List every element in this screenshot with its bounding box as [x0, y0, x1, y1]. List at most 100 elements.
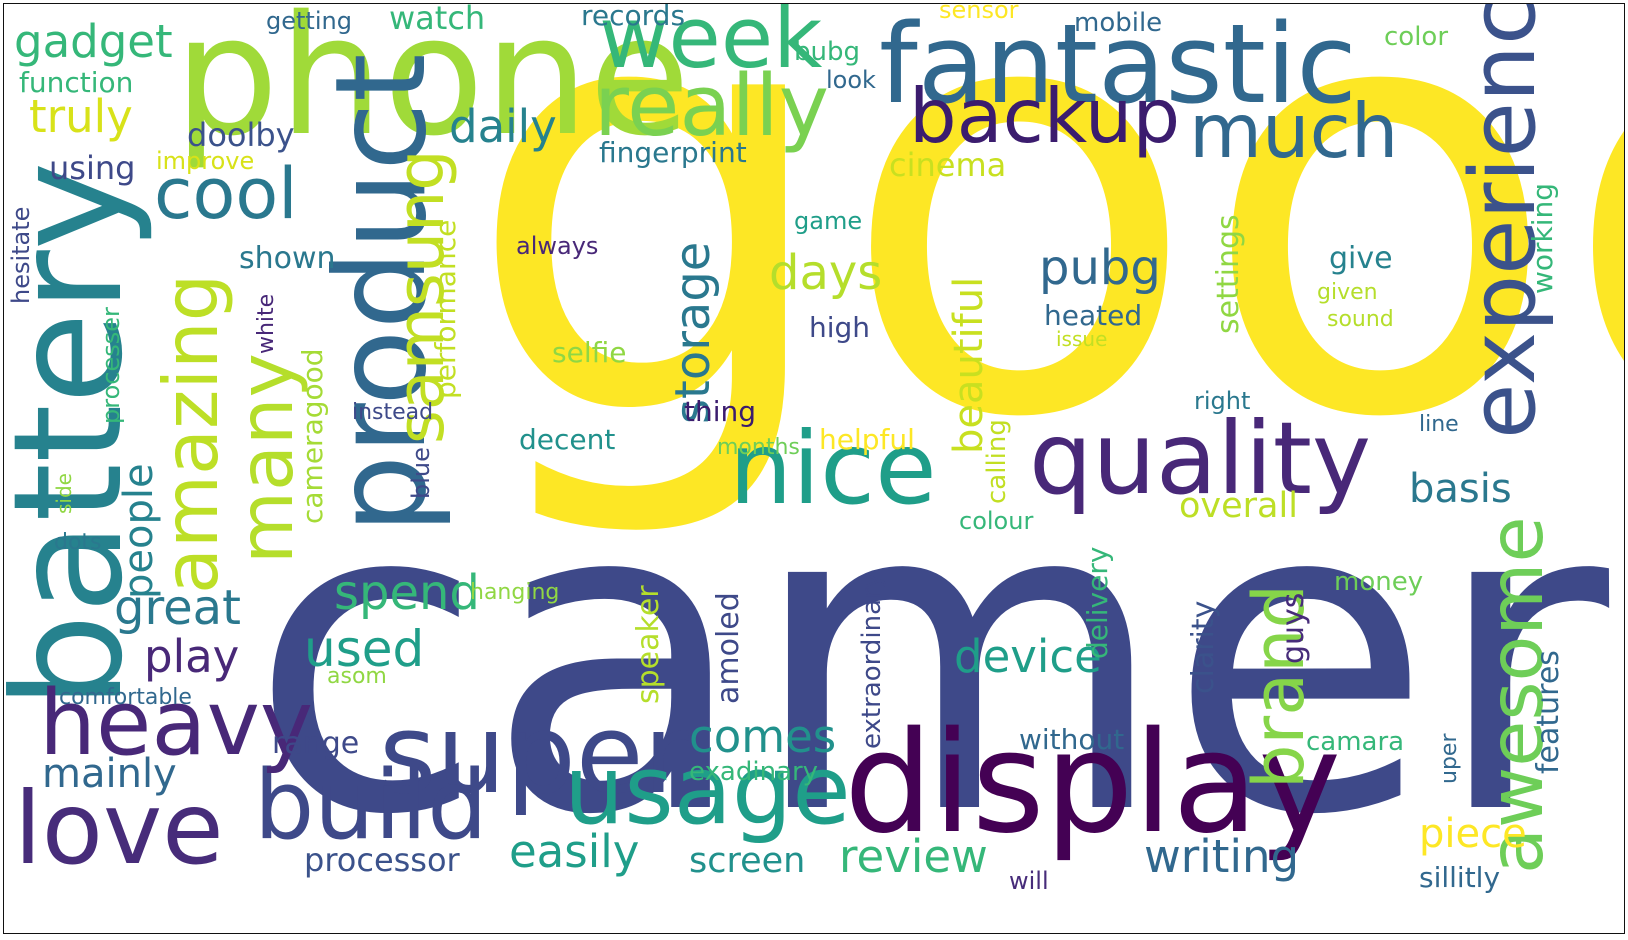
word: working: [1526, 182, 1559, 294]
word: given: [1317, 280, 1378, 305]
word: many: [222, 353, 310, 564]
word: amazing: [147, 273, 235, 594]
word: instead: [352, 400, 434, 425]
word: used: [304, 620, 425, 678]
word: range: [272, 726, 360, 761]
word: color: [1384, 22, 1449, 52]
word: right: [1194, 387, 1251, 415]
word: thing: [684, 395, 757, 428]
word: love: [14, 770, 224, 887]
word: exadinary: [689, 757, 819, 787]
word: colour: [959, 507, 1034, 535]
word: truly: [29, 90, 133, 143]
word: issue: [1056, 327, 1108, 351]
word: spend: [334, 565, 480, 621]
word: always: [516, 232, 599, 260]
word: game: [794, 207, 863, 235]
word: display: [844, 702, 1342, 865]
word: amoled: [711, 592, 746, 704]
word: daily: [449, 100, 557, 153]
word: easily: [509, 825, 640, 878]
word: quality: [1029, 400, 1372, 517]
word: piece: [1419, 811, 1527, 857]
word: device: [954, 630, 1102, 683]
word: nice: [729, 410, 937, 527]
word: hesitate: [7, 206, 35, 304]
word: blue: [407, 447, 435, 499]
word: improve: [156, 147, 255, 175]
word: delivery: [1081, 546, 1114, 659]
word: using: [49, 149, 136, 187]
word: pubg: [1039, 240, 1161, 296]
word: much: [1189, 87, 1399, 175]
word: writing: [1144, 830, 1300, 883]
word: uper: [1437, 733, 1462, 785]
word: performance: [429, 219, 462, 399]
word: week: [599, 3, 823, 88]
word: shown: [239, 241, 336, 276]
word: decent: [519, 423, 616, 456]
word: mobile: [1074, 8, 1163, 38]
word: records: [581, 3, 686, 32]
word: camara: [1306, 727, 1405, 757]
word: overall: [1179, 486, 1298, 526]
word: review: [839, 830, 988, 883]
word: fantastic: [879, 3, 1357, 128]
word: cinema: [889, 146, 1007, 184]
word: processer: [97, 307, 125, 424]
word: comfortable: [59, 685, 192, 710]
word: build: [254, 751, 488, 861]
word: asom: [327, 664, 387, 689]
word: play: [144, 630, 240, 683]
word: usage: [564, 736, 851, 846]
word: cameragood: [296, 348, 329, 524]
word: getting: [266, 7, 352, 35]
word: money: [1334, 567, 1424, 597]
word: dots: [54, 530, 102, 555]
word: comes: [689, 710, 837, 763]
word: features: [1531, 650, 1566, 774]
word: sensor: [939, 3, 1019, 24]
word: months: [717, 435, 800, 460]
word: mainly: [42, 751, 177, 797]
word: hanging: [470, 580, 560, 605]
word: days: [769, 245, 883, 301]
word: backup: [909, 72, 1181, 160]
word: line: [1419, 412, 1459, 437]
word: phone: [174, 3, 691, 172]
word: doolby: [187, 116, 295, 154]
word: selfie: [552, 336, 627, 369]
word: good: [464, 3, 1624, 547]
word: processor: [304, 841, 460, 879]
word: calling: [982, 419, 1012, 504]
word: super: [379, 690, 689, 818]
word: fingerprint: [599, 136, 747, 169]
word: camera: [249, 409, 1624, 909]
word: side: [52, 473, 76, 514]
word: people: [116, 463, 162, 599]
word: high: [809, 311, 871, 344]
word: screen: [689, 841, 806, 881]
word: speaker: [631, 585, 666, 704]
word: gadget: [14, 15, 173, 68]
word: heavy: [39, 671, 314, 776]
word-cloud: good camera phone battery fantastic disp…: [3, 3, 1625, 934]
word: sillitly: [1419, 861, 1501, 894]
word: without: [1019, 723, 1125, 756]
word: sound: [1327, 307, 1394, 332]
word: white: [254, 293, 279, 354]
word: give: [1329, 241, 1393, 276]
word: will: [1009, 867, 1049, 895]
word: heated: [1044, 299, 1143, 332]
word: helpful: [819, 423, 915, 456]
word: clarity: [1186, 600, 1221, 694]
word: bubg: [794, 37, 860, 67]
word: really: [594, 57, 829, 156]
word: guys: [1276, 592, 1311, 664]
word: cool: [154, 153, 298, 235]
word: look: [826, 66, 876, 94]
word: function: [19, 66, 134, 99]
word: settings: [1211, 214, 1246, 334]
word: great: [114, 580, 241, 636]
word: watch: [389, 3, 486, 37]
